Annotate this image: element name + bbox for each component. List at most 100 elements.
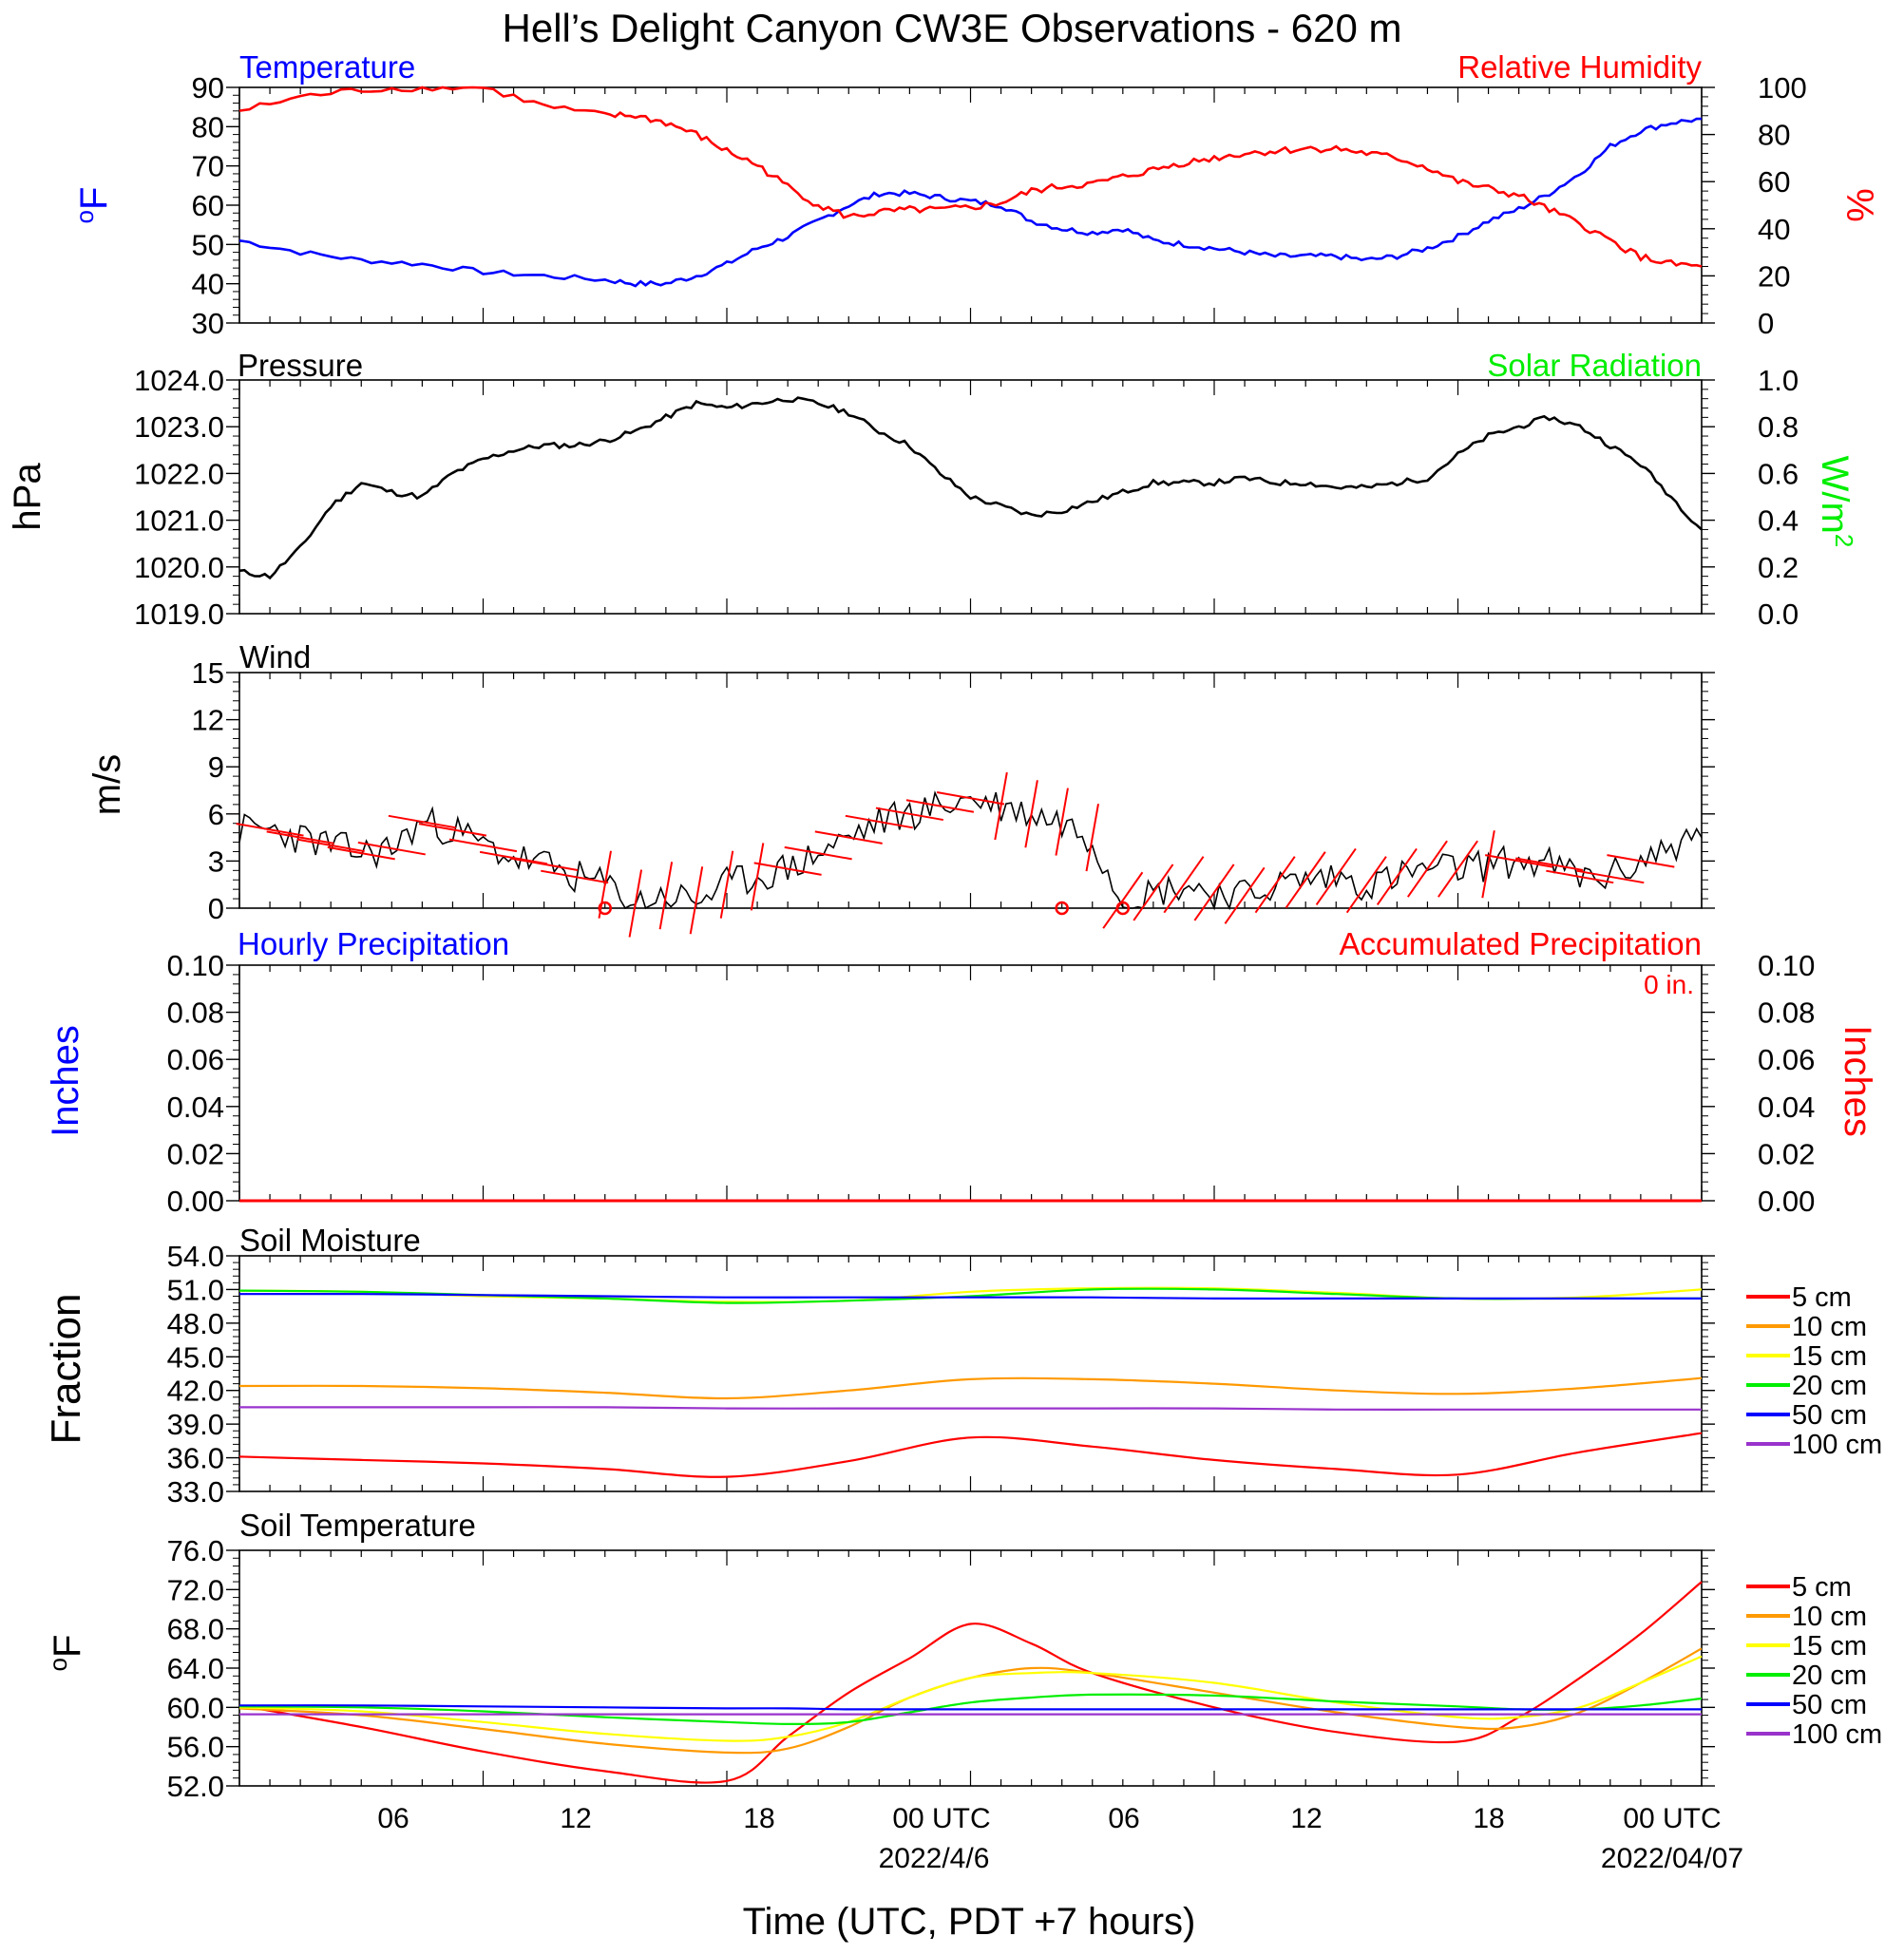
y-tick-label-right: 40	[1758, 213, 1790, 246]
wind-barb	[1224, 866, 1266, 924]
y-tick-label: 90	[192, 71, 224, 104]
temperature-title: Temperature	[239, 49, 415, 85]
legend-label: 20 cm	[1792, 1371, 1867, 1401]
series-line-15-cm	[238, 1655, 1703, 1742]
plot-area-pressure: 1019.0 1020.0 1021.0 1022.0 1023.0 1024.0 0.0 0…	[134, 364, 1799, 631]
series-line-5-cm	[238, 1432, 1703, 1478]
wind-unit: m/s	[86, 754, 128, 815]
wind-barb	[1102, 871, 1144, 929]
wind-barb	[1438, 840, 1478, 898]
plot-area-precipitation: 0.00 0.02 0.04 0.06 0.08 0.10 0.00 0.02 0.04 0.06…	[167, 949, 1816, 1218]
y-tick-label: 42.0	[167, 1375, 224, 1408]
y-tick-label: 1024.0	[134, 364, 224, 397]
wind-barb	[388, 814, 457, 829]
y-tick-label-right: 0.04	[1758, 1091, 1815, 1124]
x-tick-label: 18	[1473, 1803, 1504, 1834]
soil-moisture-unit: Fraction	[43, 1294, 89, 1445]
panel-temperature-humidity: Temperature Relative Humidity oF % 30 40 5…	[70, 49, 1880, 340]
wind-barb	[598, 850, 612, 919]
x-tick-label: 18	[743, 1803, 774, 1834]
y-tick-label: 0.00	[167, 1185, 224, 1218]
y-tick-label: 70	[192, 150, 224, 183]
legend-label: 15 cm	[1792, 1341, 1867, 1372]
hourly-precip-title: Hourly Precipitation	[238, 926, 509, 961]
wind-barb	[1607, 854, 1675, 868]
y-tick-label: 60	[192, 189, 224, 222]
wind-barb	[1484, 854, 1553, 868]
wind-barb	[814, 830, 883, 845]
wind-barb	[905, 799, 975, 813]
wind-barb	[628, 869, 643, 938]
panel-soil-moisture: Soil Moisture Fraction 33.036.039.042.04…	[43, 1223, 1882, 1509]
y-tick-label: 76.0	[167, 1534, 224, 1567]
legend-label: 50 cm	[1792, 1400, 1867, 1431]
wind-barb	[689, 866, 704, 935]
calm-marker	[1115, 901, 1131, 916]
y-tick-label: 0.04	[167, 1091, 224, 1124]
series-line-100-cm	[238, 1406, 1702, 1411]
y-tick-label: 1019.0	[134, 598, 224, 631]
legend-label: 100 cm	[1792, 1719, 1882, 1750]
y-tick-label-right: 0.4	[1758, 504, 1799, 538]
wind-barb	[1315, 847, 1357, 905]
wind-barb	[994, 771, 1008, 841]
legend-label: 5 cm	[1792, 1572, 1852, 1603]
legend-label: 20 cm	[1792, 1661, 1867, 1691]
x-tick-label: 00 UTC	[892, 1803, 990, 1834]
y-tick-label: 1020.0	[134, 551, 224, 584]
series-line-10-cm	[238, 1376, 1703, 1400]
y-tick-label-right: 20	[1758, 259, 1790, 293]
wind-barb	[1576, 869, 1645, 884]
wind-barb	[327, 845, 395, 861]
plot-area-soil-moisture: 33.036.039.042.045.048.051.054.0	[167, 1240, 1715, 1509]
hourly-precip-unit: Inches	[45, 1025, 86, 1137]
wind-barb	[541, 869, 609, 884]
wind-barb	[750, 843, 765, 911]
wind-barb	[296, 838, 365, 853]
solar-unit: W/m2	[1814, 456, 1858, 548]
wind-barb	[658, 862, 674, 930]
y-tick-label: 51.0	[167, 1273, 224, 1306]
y-tick-label: 72.0	[167, 1573, 224, 1606]
legend-label: 100 cm	[1792, 1430, 1882, 1460]
wind-barb	[266, 830, 334, 845]
y-tick-label: 0.06	[167, 1043, 224, 1076]
x-tick-label: 12	[560, 1803, 591, 1834]
x-tick-label: 06	[377, 1803, 409, 1834]
x-axis-label: Time (UTC, PDT +7 hours)	[743, 1901, 1196, 1943]
temperature-unit: oF	[70, 187, 115, 224]
wind-barb	[418, 823, 487, 837]
panel-pressure: Pressure Solar Radiation hPa W/m2 1019.0…	[7, 348, 1858, 631]
wind-barb	[1024, 780, 1038, 848]
wind-barb	[448, 838, 518, 853]
x-tick-label: 12	[1290, 1803, 1322, 1834]
x-tick-label: 06	[1108, 1803, 1139, 1834]
panel-wind: Wind m/s 0 3 6 9 12 15	[86, 639, 1715, 938]
wind-barb	[1406, 840, 1448, 898]
y-tick-label-right: 0.00	[1758, 1185, 1815, 1218]
series-line-wind-speed	[238, 790, 1703, 911]
y-tick-label: 54.0	[167, 1240, 224, 1273]
y-tick-label: 68.0	[167, 1613, 224, 1646]
y-tick-label: 56.0	[167, 1731, 224, 1764]
y-tick-label-right: 0.02	[1758, 1137, 1815, 1170]
wind-barb	[509, 857, 579, 871]
legend-label: 10 cm	[1792, 1312, 1867, 1342]
date-label: 2022/4/6	[879, 1843, 990, 1874]
y-tick-label: 0.02	[167, 1137, 224, 1170]
accum-precip-total: 0 in.	[1644, 970, 1694, 999]
y-tick-label: 50	[192, 228, 224, 261]
series-line-50-cm	[238, 1293, 1702, 1300]
wind-barb	[1055, 788, 1069, 856]
wind-barb	[845, 814, 913, 829]
wind-barb	[1515, 857, 1584, 871]
wind-barb	[1376, 847, 1418, 905]
y-tick-label: 0.10	[167, 949, 224, 982]
series-line-relative-humidity	[238, 85, 1703, 268]
calm-marker	[598, 901, 612, 916]
y-tick-label: 1023.0	[134, 410, 224, 444]
